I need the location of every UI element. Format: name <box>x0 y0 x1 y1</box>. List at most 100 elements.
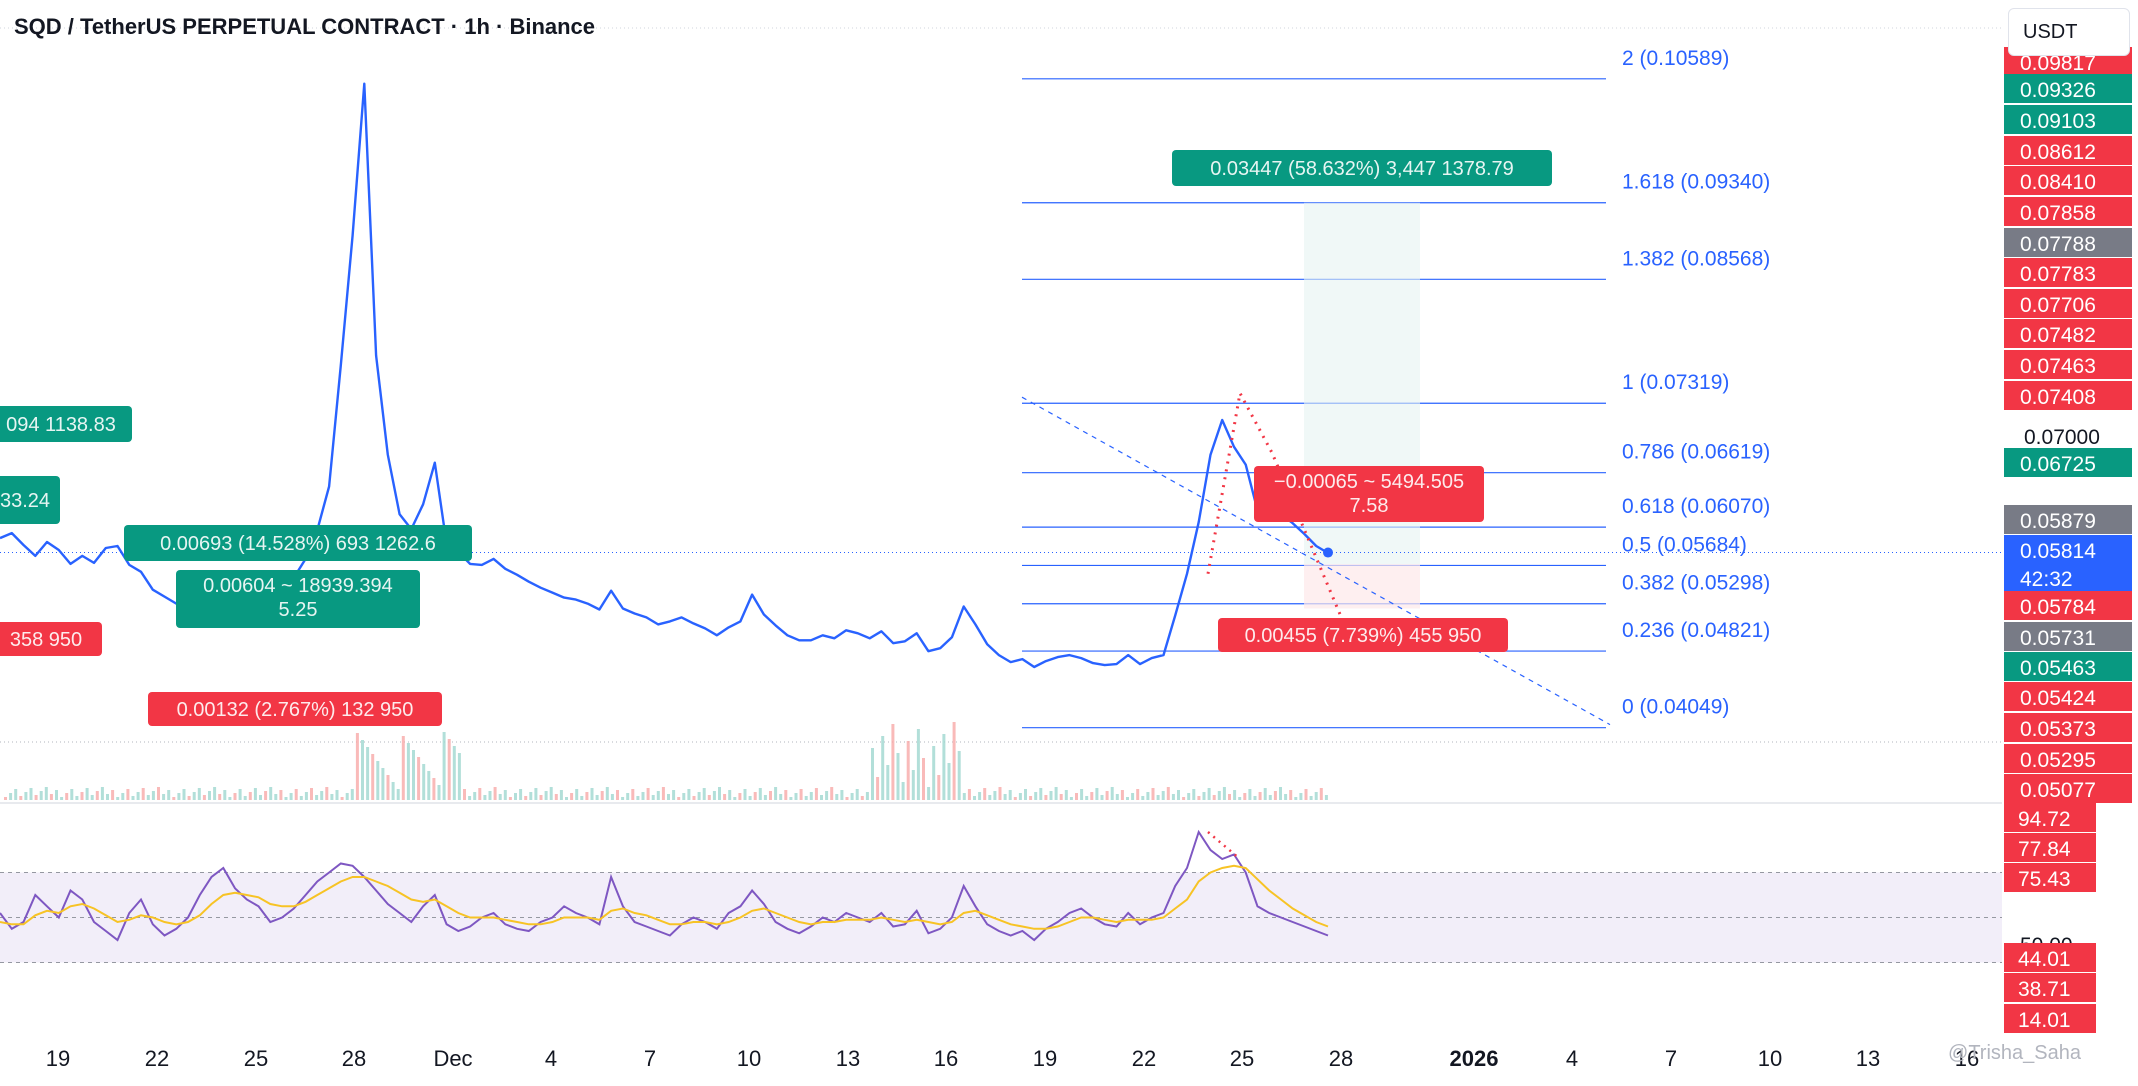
volume-bar <box>208 791 211 800</box>
volume-bar <box>1059 794 1063 800</box>
volume-bar <box>575 789 579 800</box>
volume-bar <box>34 795 38 800</box>
volume-bar <box>881 736 885 800</box>
measure-label-text: 0.00132 (2.767%) 132 950 <box>177 699 414 721</box>
volume-bar <box>769 791 772 800</box>
time-tick-label: 25 <box>244 1046 268 1071</box>
volume-bar <box>95 791 99 800</box>
volume-bar <box>1090 792 1094 800</box>
volume-bar <box>447 739 451 800</box>
volume-bar <box>631 789 635 800</box>
volume-bar <box>4 797 7 800</box>
measure-labels[interactable]: 0.03447 (58.632%) 3,447 1378.79 −0.00065 … <box>0 150 1552 726</box>
volume-bar <box>1177 790 1180 800</box>
time-tick-label: 2026 <box>1450 1046 1499 1071</box>
volume-bar <box>1263 788 1267 800</box>
volume-bar <box>19 796 23 800</box>
volume-bar <box>1279 787 1282 800</box>
volume-bar <box>1049 791 1053 800</box>
volume-bar <box>702 788 706 800</box>
volume-bar <box>146 795 150 800</box>
price-tag-label: 0.07463 <box>2020 355 2096 378</box>
price-tag-label: 0.05077 <box>2020 779 2096 802</box>
volume-bar <box>1115 794 1119 800</box>
volume-bar <box>840 790 844 800</box>
price-axis[interactable]: 0.09817 0.09326 0.09103 0.08612 0.08410 0.078… <box>2004 40 2138 1040</box>
volume-bar <box>1217 791 1221 800</box>
measure-label-text: 0.00693 (14.528%) 693 1262.6 <box>160 533 436 555</box>
rsi-tag-label: 75.43 <box>2018 868 2071 891</box>
volume-bar <box>80 792 84 800</box>
volume-bar <box>473 792 477 800</box>
volume-bar <box>1202 792 1206 800</box>
volume-bar <box>106 794 109 800</box>
volume-bar <box>1069 797 1073 800</box>
volume-bar <box>1100 795 1104 800</box>
volume-bar <box>692 796 696 800</box>
volume-bar <box>274 794 278 800</box>
volume-bar <box>248 792 252 800</box>
volume-bar <box>1253 796 1257 800</box>
time-tick-label: 4 <box>1566 1046 1578 1071</box>
volume-bar <box>259 795 262 800</box>
volume-bar <box>269 787 273 800</box>
volume-bar <box>279 790 283 800</box>
volume-bar <box>1131 793 1135 800</box>
measure-label-text: 5.25 <box>279 599 318 621</box>
volume-bar <box>422 764 426 800</box>
volume-bar <box>973 796 976 800</box>
price-tag-label: 0.05295 <box>2020 749 2096 772</box>
rsi-tag-label: 94.72 <box>2018 808 2071 831</box>
price-tag-label: 0.07858 <box>2020 202 2096 225</box>
volume-bar <box>728 790 732 800</box>
volume-bar <box>126 789 130 800</box>
volume-bar <box>534 788 538 800</box>
price-tag <box>2004 622 2132 651</box>
fib-level-label: 2 (0.10589) <box>1622 47 1729 70</box>
volume-bar <box>55 790 58 800</box>
volume-bar <box>758 788 762 800</box>
volume-bar <box>886 765 890 800</box>
currency-button[interactable]: USDT <box>2008 8 2130 56</box>
time-tick-label: 28 <box>342 1046 366 1071</box>
price-tag-label: 0.09817 <box>2020 52 2096 75</box>
volume-bar <box>1273 791 1277 800</box>
volume-bar <box>707 795 711 800</box>
volume-bar <box>463 789 466 800</box>
volume-bar <box>967 789 971 800</box>
price-tag <box>2004 744 2132 773</box>
time-tick-label: 22 <box>145 1046 169 1071</box>
volume-bar <box>182 789 186 800</box>
volume-bar <box>386 775 390 800</box>
volume-bar <box>310 788 313 800</box>
volume-bar <box>253 788 257 800</box>
volume-bar <box>1171 794 1175 800</box>
volume-bar <box>1151 788 1155 800</box>
volume-bar <box>457 753 461 800</box>
volume-bar <box>983 788 987 800</box>
volume-bar <box>121 793 125 800</box>
rsi-line <box>0 829 1329 942</box>
volume-bar <box>820 795 823 800</box>
volume-bar <box>600 791 604 800</box>
time-axis[interactable]: 19 22 25 28 Dec 4 7 10 13 16 19 22 25 28 2026 4 7 10 13 16 <box>46 1046 1979 1071</box>
volume-bar <box>488 791 492 800</box>
price-tag <box>2004 505 2132 534</box>
volume-bar <box>748 796 752 800</box>
volume-bar <box>218 794 222 800</box>
volume-bar <box>549 787 553 800</box>
rsi-tag <box>2004 863 2096 892</box>
measure-label-text: −0.00065 ~ 5494.505 <box>1274 471 1464 493</box>
price-tag <box>2004 652 2132 681</box>
price-tag-label: 0.05731 <box>2020 627 2096 650</box>
volume-bar <box>570 793 574 800</box>
volume-bar <box>141 788 145 800</box>
fib-level-label: 0.382 (0.05298) <box>1622 572 1770 595</box>
fib-level-label: 0.236 (0.04821) <box>1622 619 1770 642</box>
volume-bar <box>825 791 829 800</box>
price-tag <box>2004 197 2132 226</box>
measure-label-box <box>1172 150 1552 186</box>
volume-bar <box>90 795 94 800</box>
